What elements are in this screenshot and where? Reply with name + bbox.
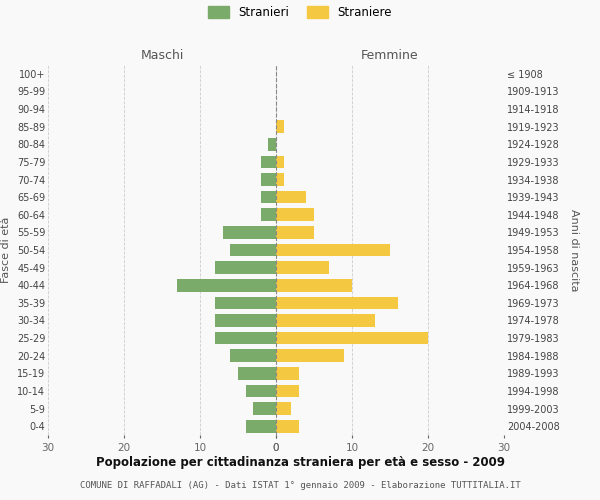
- Bar: [261, 208, 276, 221]
- Bar: [276, 420, 299, 432]
- Bar: [276, 191, 307, 203]
- Title: Maschi: Maschi: [140, 50, 184, 62]
- Bar: [261, 191, 276, 203]
- Bar: [245, 384, 276, 398]
- Bar: [276, 120, 284, 133]
- Bar: [230, 350, 276, 362]
- Bar: [276, 173, 284, 186]
- Bar: [276, 279, 352, 291]
- Legend: Stranieri, Straniere: Stranieri, Straniere: [203, 1, 397, 24]
- Text: Popolazione per cittadinanza straniera per età e sesso - 2009: Popolazione per cittadinanza straniera p…: [95, 456, 505, 469]
- Title: Femmine: Femmine: [361, 50, 419, 62]
- Bar: [276, 262, 329, 274]
- Bar: [276, 367, 299, 380]
- Bar: [276, 208, 314, 221]
- Bar: [261, 173, 276, 186]
- Bar: [245, 420, 276, 432]
- Bar: [261, 156, 276, 168]
- Bar: [215, 296, 276, 309]
- Bar: [276, 350, 344, 362]
- Bar: [177, 279, 276, 291]
- Text: COMUNE DI RAFFADALI (AG) - Dati ISTAT 1° gennaio 2009 - Elaborazione TUTTITALIA.: COMUNE DI RAFFADALI (AG) - Dati ISTAT 1°…: [80, 480, 520, 490]
- Bar: [215, 332, 276, 344]
- Bar: [215, 262, 276, 274]
- Bar: [276, 314, 375, 327]
- Bar: [276, 296, 398, 309]
- Bar: [276, 384, 299, 398]
- Bar: [223, 226, 276, 238]
- Bar: [276, 402, 291, 415]
- Y-axis label: Fasce di età: Fasce di età: [1, 217, 11, 283]
- Y-axis label: Anni di nascita: Anni di nascita: [569, 209, 579, 291]
- Bar: [268, 138, 276, 150]
- Bar: [276, 156, 284, 168]
- Bar: [215, 314, 276, 327]
- Bar: [230, 244, 276, 256]
- Bar: [276, 244, 390, 256]
- Bar: [276, 226, 314, 238]
- Bar: [276, 332, 428, 344]
- Bar: [238, 367, 276, 380]
- Bar: [253, 402, 276, 415]
